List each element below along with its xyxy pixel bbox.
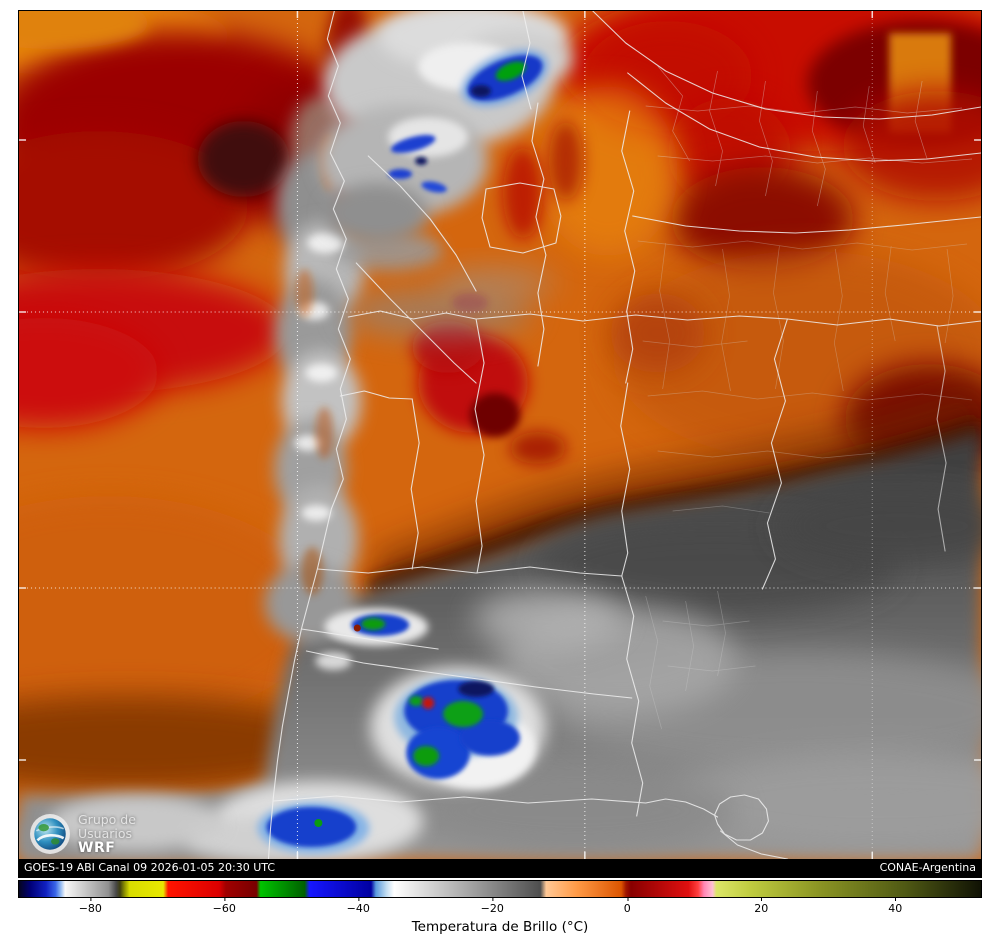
colorbar-ticks: −80 −60 −40 −20 0 20 40 [18, 898, 982, 916]
province-borders [267, 11, 981, 859]
colorbar [18, 880, 982, 898]
logo-text-line3: WRF [78, 840, 116, 856]
satellite-figure: Grupo de Usuarios WRF GOES-19 ABI Canal … [18, 10, 982, 878]
north-cloud-complex [318, 11, 573, 243]
credit-label: CONAE-Argentina [879, 861, 976, 874]
graticule-edge-ticks [19, 11, 981, 859]
colorbar-tick-label: 40 [888, 898, 903, 915]
logo-text-line1: Grupo de [78, 812, 136, 827]
satellite-image [19, 11, 981, 859]
colorbar-tick-label: −60 [212, 898, 236, 915]
department-borders-east [637, 240, 973, 730]
status-bar: GOES-19 ABI Canal 09 2026-01-05 20:30 UT… [19, 859, 981, 877]
storm-cells-south [48, 608, 546, 859]
airmass-boundary [365, 387, 981, 604]
colorbar-tick-label: 20 [754, 898, 769, 915]
logo-text-line2: Usuarios [78, 826, 133, 841]
wrf-logo: Grupo de Usuarios WRF [29, 813, 136, 855]
colorbar-tick-label: −80 [78, 898, 102, 915]
colorbar-tick-label: −20 [480, 898, 504, 915]
colorbar-tick-label: 0 [623, 898, 631, 915]
colorbar-title: Temperatura de Brillo (°C) [411, 919, 589, 935]
colorbar-tick-label: −40 [346, 898, 370, 915]
map-frame: Grupo de Usuarios WRF [19, 11, 981, 859]
wrf-globe-icon [30, 814, 70, 854]
product-label: GOES-19 ABI Canal 09 2026-01-05 20:30 UT… [24, 861, 275, 874]
graticule [19, 11, 981, 859]
